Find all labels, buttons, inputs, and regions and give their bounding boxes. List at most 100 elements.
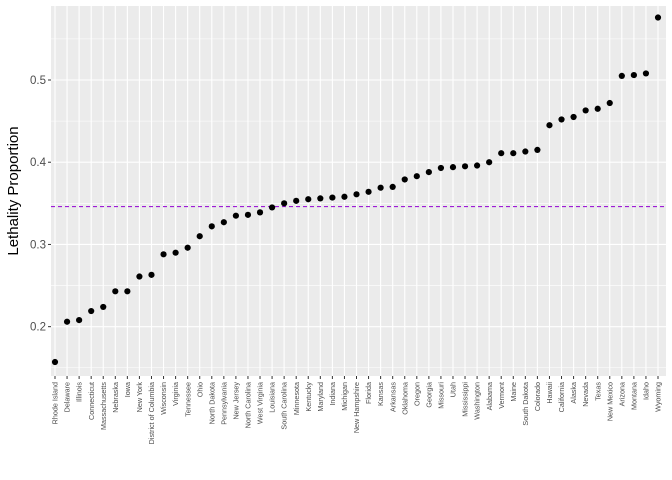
data-point — [51, 358, 59, 366]
y-tick-label: 0.4 — [30, 157, 47, 169]
data-point — [112, 288, 119, 295]
data-point — [570, 113, 577, 121]
x-tick-label: Maryland — [316, 382, 325, 412]
y-axis-title: Lethality Proportion — [5, 126, 22, 255]
x-tick-label: California — [557, 382, 566, 412]
x-tick-label: Louisiana — [268, 382, 277, 413]
x-tick-label: Idaho — [642, 382, 651, 400]
data-point — [63, 318, 71, 325]
x-tick-label: Indiana — [328, 382, 337, 406]
data-point — [654, 14, 662, 21]
y-tick-label: 0.5 — [30, 75, 46, 87]
data-point — [498, 150, 505, 157]
data-point — [124, 288, 131, 295]
x-tick-label: Pennsylvania — [219, 382, 228, 425]
data-point — [522, 148, 529, 155]
x-tick-label: North Dakota — [207, 382, 216, 424]
x-tick-label: Minnesota — [292, 382, 301, 415]
x-tick-label: Mississippi — [461, 382, 470, 417]
x-tick-label: West Virginia — [256, 382, 265, 424]
data-point — [220, 219, 227, 226]
x-tick-label: Oregon — [412, 382, 421, 406]
data-point — [474, 162, 481, 169]
data-points — [51, 14, 662, 366]
data-point — [100, 303, 107, 311]
x-tick-label: Florida — [364, 382, 373, 404]
data-point — [389, 183, 396, 190]
data-point — [317, 195, 324, 202]
x-tick-label: Texas — [593, 382, 602, 401]
data-point — [196, 233, 203, 240]
data-point — [341, 193, 348, 200]
x-tick-label: Washington — [473, 382, 482, 420]
grid-lines — [51, 6, 666, 376]
data-point — [208, 223, 215, 230]
data-point — [353, 191, 360, 198]
x-tick-label: New Mexico — [605, 382, 614, 421]
x-tick-label: Tennessee — [183, 382, 192, 417]
data-point — [449, 164, 457, 171]
x-tick-label: Illinois — [75, 382, 84, 402]
x-tick-label: New Jersey — [232, 382, 241, 420]
x-tick-label: Vermont — [497, 382, 506, 409]
data-point — [256, 209, 264, 216]
data-point — [437, 164, 445, 172]
data-point — [425, 168, 432, 176]
data-point — [365, 188, 372, 195]
data-point — [510, 150, 517, 157]
data-point — [148, 271, 155, 278]
data-point — [232, 212, 239, 219]
x-tick-label: Montana — [629, 382, 638, 410]
data-point — [172, 249, 179, 256]
data-point — [546, 122, 553, 129]
x-tick-label: New York — [135, 382, 144, 413]
x-tick-label: North Carolina — [244, 382, 253, 428]
x-tick-label: Ohio — [195, 382, 204, 397]
x-tick-label: Virginia — [171, 382, 180, 406]
y-tick-label: 0.2 — [30, 322, 46, 334]
x-tick-label: Missouri — [437, 382, 446, 409]
data-point — [329, 194, 336, 201]
x-tick-label: Alaska — [569, 382, 578, 404]
data-point — [594, 105, 601, 112]
x-tick-label: Kansas — [376, 382, 385, 406]
x-tick-label: Oklahoma — [400, 382, 409, 415]
x-tick-label: New Hampshire — [352, 382, 361, 433]
x-tick-label: Iowa — [123, 382, 132, 397]
data-point — [244, 211, 252, 218]
x-tick-label: Nevada — [581, 382, 590, 407]
x-tick-label: Arizona — [617, 382, 626, 406]
data-point — [461, 163, 469, 170]
x-tick-label: Maine — [509, 382, 518, 402]
x-tick-label: Wisconsin — [159, 382, 168, 415]
data-point — [184, 244, 191, 251]
x-tick-label: Arkansas — [388, 382, 397, 412]
data-point — [305, 196, 312, 203]
y-tick-label: 0.3 — [30, 239, 46, 251]
data-point — [401, 176, 408, 183]
data-point — [606, 99, 613, 107]
x-tick-label: Hawaii — [545, 382, 554, 404]
data-point — [582, 107, 589, 114]
x-tick-label: Utah — [449, 382, 458, 397]
x-tick-label: District of Columbia — [147, 382, 156, 444]
x-tick-label: Rhode Island — [51, 382, 60, 424]
data-point — [160, 251, 167, 258]
data-point — [76, 316, 83, 324]
data-point — [486, 159, 493, 166]
x-axis: Rhode Island Delaware Illinois Connecticut M… — [51, 376, 663, 444]
x-tick-label: South Carolina — [280, 382, 289, 430]
data-point — [630, 71, 637, 79]
data-point — [534, 146, 541, 153]
x-tick-label: Kentucky — [304, 382, 313, 412]
data-point — [642, 70, 650, 77]
data-point — [377, 184, 384, 191]
data-point — [618, 72, 625, 79]
x-tick-label: Michigan — [340, 382, 349, 411]
x-tick-label: Nebraska — [111, 382, 120, 413]
data-point — [268, 204, 276, 211]
data-point — [136, 273, 143, 280]
plot-panel — [51, 6, 666, 376]
data-point — [558, 116, 565, 123]
